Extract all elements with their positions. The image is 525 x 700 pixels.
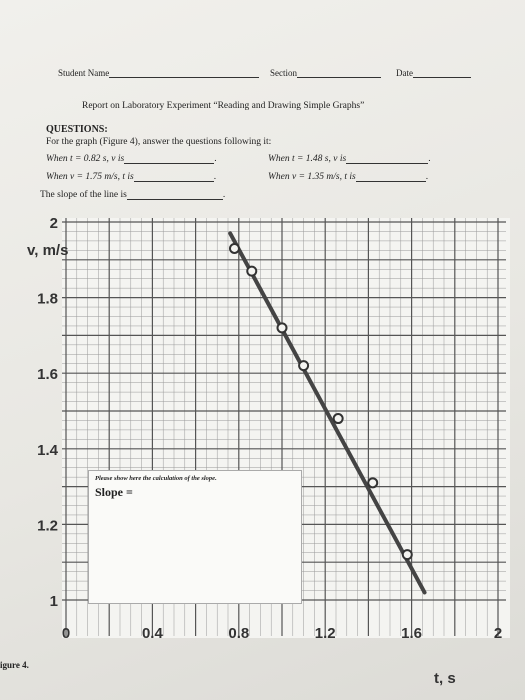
y-tick-label: 1.6 <box>37 366 58 383</box>
question-3: When v = 1.75 m/s, t is. <box>46 172 217 182</box>
x-tick-label: 0.4 <box>142 625 164 642</box>
y-axis-label: v, m/s <box>27 242 69 259</box>
date-row: Date <box>396 68 471 78</box>
y-tick-label: 2 <box>50 215 58 232</box>
x-tick-label: 1.2 <box>315 625 336 642</box>
question-1-text: When t = 0.82 s, v is <box>46 154 125 164</box>
question-3-text: When v = 1.75 m/s, t is <box>46 172 134 182</box>
x-tick-label: 0.8 <box>228 625 249 642</box>
section-label: Section <box>270 68 297 78</box>
data-point <box>228 242 240 254</box>
question-2-text: When t = 1.48 s, v is <box>268 154 347 164</box>
answer-4-field[interactable] <box>355 173 426 182</box>
y-tick-label: 1.2 <box>37 517 58 534</box>
data-point <box>332 413 344 425</box>
slope-calculation-box[interactable]: Please show here the calculation of the … <box>88 470 302 604</box>
best-fit-line <box>228 231 427 595</box>
questions-intro: For the graph (Figure 4), answer the que… <box>46 137 272 147</box>
question-5: The slope of the line is. <box>40 190 226 200</box>
answer-1-field[interactable] <box>124 155 215 164</box>
figure-caption: igure 4. <box>0 660 29 670</box>
data-point <box>401 549 413 561</box>
question-1: When t = 0.82 s, v is. <box>46 154 217 164</box>
section-field[interactable] <box>297 69 381 78</box>
question-2: When t = 1.48 s, v is. <box>268 154 431 164</box>
date-field[interactable] <box>413 69 471 78</box>
question-5-text: The slope of the line is <box>40 190 127 200</box>
x-tick-labels: 0 0.4 0.8 1.2 1.6 2 <box>62 625 502 642</box>
y-tick-label: 1.4 <box>37 442 59 459</box>
report-title: Report on Laboratory Experiment “Reading… <box>82 101 365 111</box>
question-4: When v = 1.35 m/s, t is. <box>268 172 429 182</box>
answer-3-field[interactable] <box>133 173 214 182</box>
y-tick-label: 1.8 <box>37 291 58 308</box>
calc-instruction: Please show here the calculation of the … <box>95 475 217 482</box>
data-point <box>367 477 379 489</box>
student-name-field[interactable] <box>109 69 260 78</box>
section-row: Section <box>270 68 381 78</box>
data-point <box>246 265 258 277</box>
x-tick-label: 1.6 <box>401 625 422 642</box>
x-tick-label: 2 <box>494 625 502 642</box>
answer-5-field[interactable] <box>126 191 223 200</box>
data-point <box>298 360 310 372</box>
y-tick-labels: 1 1.2 1.4 1.6 1.8 2 <box>37 215 59 610</box>
data-series <box>228 231 427 595</box>
x-axis-label: t, s <box>434 670 456 687</box>
student-name-label: Student Name <box>58 68 110 78</box>
date-label: Date <box>396 68 413 78</box>
slope-label: Slope = <box>95 485 133 499</box>
y-tick-label: 1 <box>50 593 58 610</box>
x-tick-label: 0 <box>62 625 70 642</box>
question-4-text: When v = 1.35 m/s, t is <box>268 172 356 182</box>
questions-heading: QUESTIONS: <box>46 124 108 135</box>
data-point <box>276 322 288 334</box>
answer-2-field[interactable] <box>346 155 429 164</box>
student-name-row: Student Name <box>58 68 260 78</box>
